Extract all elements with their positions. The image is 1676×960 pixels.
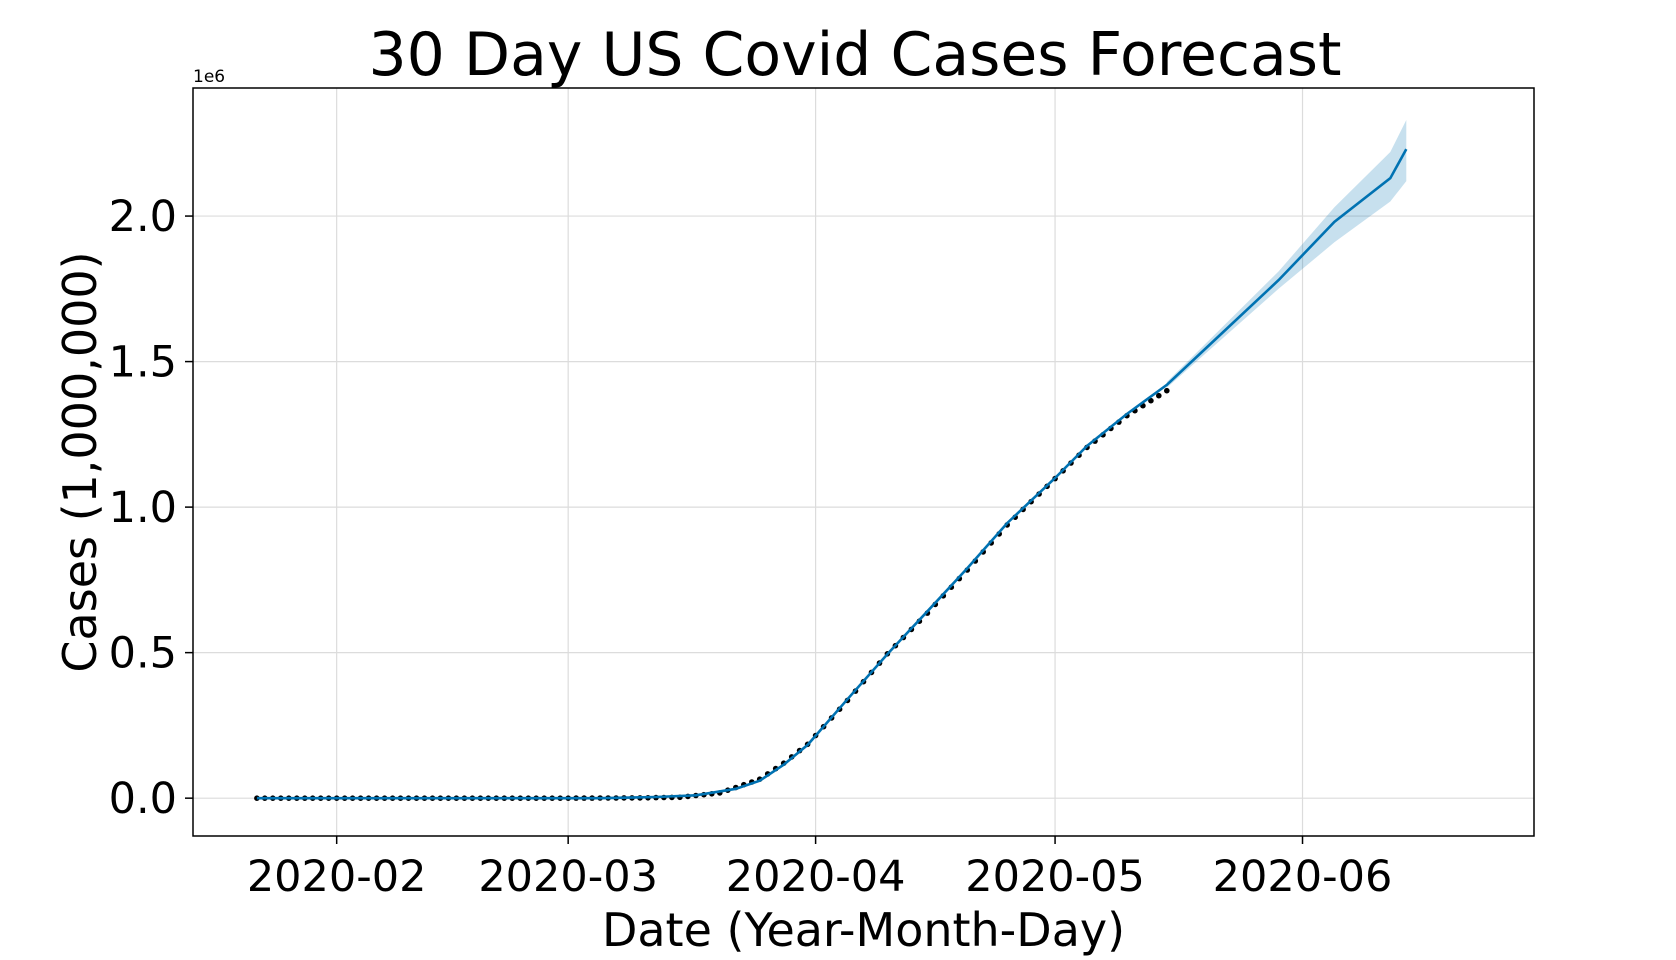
observed-point	[1164, 387, 1170, 394]
y-multiplier-label: 1e6	[193, 67, 225, 87]
y-axis-label: Cases (1,000,000)	[53, 251, 107, 672]
y-tick-label: 2.0	[109, 192, 177, 242]
observed-point	[1156, 392, 1162, 399]
plot-frame	[192, 87, 1535, 837]
chart-title: 30 Day US Covid Cases Forecast	[368, 20, 1341, 90]
observed-points	[254, 387, 1170, 801]
y-tick-label: 1.0	[109, 483, 177, 533]
y-tick-label: 1.5	[109, 338, 177, 388]
uncertainty-band	[1166, 120, 1407, 388]
x-axis-label: Date (Year-Month-Day)	[602, 903, 1125, 957]
y-tick-label: 0.0	[109, 774, 177, 824]
observed-point	[1148, 397, 1154, 404]
axis-ticks: 2020-02 2020-03 2020-04 2020-05 2020-06 0.0 0.…	[109, 192, 1393, 902]
x-tick-label: 2020-04	[726, 852, 906, 902]
x-tick-label: 2020-06	[1213, 852, 1393, 902]
y-tick-label: 0.5	[109, 629, 177, 679]
x-tick-label: 2020-03	[478, 852, 658, 902]
x-tick-label: 2020-05	[965, 852, 1145, 902]
forecast-line	[256, 148, 1408, 800]
x-tick-label: 2020-02	[247, 852, 427, 902]
grid-lines	[193, 88, 1534, 836]
